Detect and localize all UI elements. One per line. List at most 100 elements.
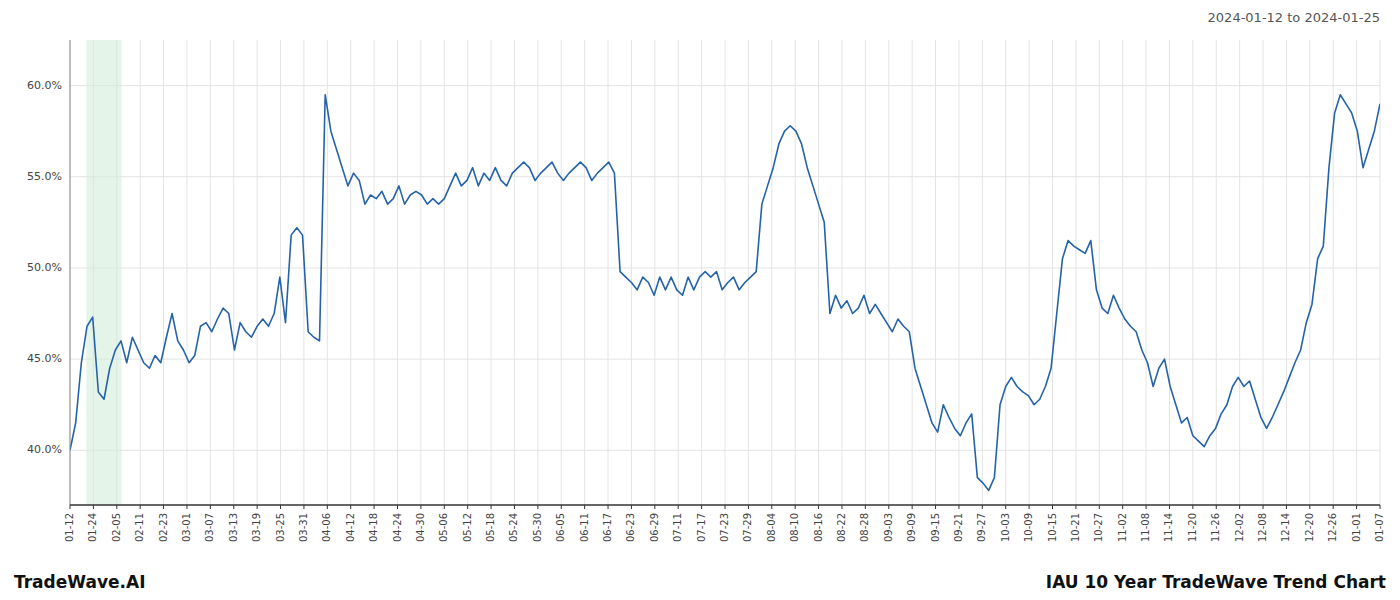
x-tick — [327, 505, 328, 509]
chart-svg: 40.0%45.0%50.0%55.0%60.0%01-1201-2402-05… — [0, 0, 1400, 600]
x-grid-line — [935, 40, 936, 505]
x-tick — [982, 505, 983, 509]
x-tick — [303, 505, 304, 509]
x-tick — [841, 505, 842, 509]
x-tick — [1052, 505, 1053, 509]
x-tick-label: 03-13 — [228, 513, 239, 542]
x-tick-label: 05-12 — [462, 513, 473, 542]
x-tick — [280, 505, 281, 509]
x-grid-line — [1333, 40, 1334, 505]
x-tick-label: 06-11 — [579, 513, 590, 542]
x-tick-label: 07-29 — [742, 513, 753, 542]
x-tick — [257, 505, 258, 509]
x-tick — [1333, 505, 1334, 509]
x-tick-label: 03-31 — [298, 513, 309, 542]
x-tick-label: 12-20 — [1304, 513, 1315, 542]
x-tick — [397, 505, 398, 509]
x-grid-line — [795, 40, 796, 505]
x-tick — [771, 505, 772, 509]
annotation: TradeWave.AI — [14, 572, 145, 592]
x-tick — [1356, 505, 1357, 509]
x-tick — [701, 505, 702, 509]
x-tick-label: 12-02 — [1234, 513, 1245, 542]
x-grid-line — [631, 40, 632, 505]
x-tick-label: 09-15 — [930, 513, 941, 542]
x-grid-line — [865, 40, 866, 505]
x-tick — [958, 505, 959, 509]
x-grid-line — [818, 40, 819, 505]
x-tick-label: 04-06 — [321, 513, 332, 542]
x-tick — [163, 505, 164, 509]
x-grid-line — [678, 40, 679, 505]
x-tick — [1005, 505, 1006, 509]
x-tick-label: 08-28 — [859, 513, 870, 542]
x-tick-label: 11-14 — [1163, 513, 1174, 542]
chart-container: 40.0%45.0%50.0%55.0%60.0%01-1201-2402-05… — [0, 0, 1400, 600]
x-tick — [1075, 505, 1076, 509]
x-tick — [748, 505, 749, 509]
x-tick — [678, 505, 679, 509]
x-tick-label: 09-09 — [906, 513, 917, 542]
y-tick-label: 60.0% — [27, 79, 62, 92]
x-grid-line — [140, 40, 141, 505]
x-tick-label: 01-24 — [87, 513, 98, 542]
x-tick — [467, 505, 468, 509]
x-tick-label: 11-02 — [1117, 513, 1128, 542]
x-tick-label: 12-26 — [1327, 513, 1338, 542]
x-grid-line — [1286, 40, 1287, 505]
x-tick-label: 06-23 — [625, 513, 636, 542]
x-tick-label: 08-10 — [789, 513, 800, 542]
x-tick-label: 05-24 — [508, 513, 519, 542]
x-tick — [631, 505, 632, 509]
x-grid-line — [1169, 40, 1170, 505]
x-tick-label: 10-09 — [1023, 513, 1034, 542]
x-grid-line — [70, 40, 71, 505]
x-tick-label: 01-01 — [1351, 513, 1362, 542]
x-grid-line — [701, 40, 702, 505]
y-tick-label: 50.0% — [27, 261, 62, 274]
x-grid-line — [374, 40, 375, 505]
x-tick — [537, 505, 538, 509]
x-grid-line — [280, 40, 281, 505]
x-tick — [350, 505, 351, 509]
x-grid-line — [1380, 40, 1381, 505]
x-tick-label: 03-07 — [204, 513, 215, 542]
x-tick-label: 12-14 — [1280, 513, 1291, 542]
x-grid-line — [1146, 40, 1147, 505]
x-grid-line — [654, 40, 655, 505]
x-grid-line — [748, 40, 749, 505]
x-grid-line — [233, 40, 234, 505]
x-grid-line — [561, 40, 562, 505]
x-grid-line — [1263, 40, 1264, 505]
x-tick-label: 04-30 — [415, 513, 426, 542]
x-tick — [491, 505, 492, 509]
x-grid-line — [912, 40, 913, 505]
x-tick-label: 08-22 — [836, 513, 847, 542]
x-tick — [912, 505, 913, 509]
x-tick — [818, 505, 819, 509]
x-tick-label: 10-27 — [1093, 513, 1104, 542]
x-tick-label: 06-29 — [649, 513, 660, 542]
x-grid-line — [350, 40, 351, 505]
x-grid-line — [420, 40, 421, 505]
x-tick — [1169, 505, 1170, 509]
x-tick — [233, 505, 234, 509]
x-tick-label: 05-18 — [485, 513, 496, 542]
x-tick-label: 11-26 — [1210, 513, 1221, 542]
title: IAU 10 Year TradeWave Trend Chart — [1046, 572, 1386, 592]
x-grid-line — [1075, 40, 1076, 505]
x-tick-label: 07-11 — [672, 513, 683, 542]
y-tick-label: 55.0% — [27, 170, 62, 183]
x-tick-label: 10-15 — [1047, 513, 1058, 542]
x-tick — [1216, 505, 1217, 509]
x-tick — [888, 505, 889, 509]
x-tick — [444, 505, 445, 509]
y-tick-label: 40.0% — [27, 443, 62, 456]
x-tick-label: 05-06 — [438, 513, 449, 542]
x-grid-line — [444, 40, 445, 505]
x-tick — [865, 505, 866, 509]
x-grid-line — [514, 40, 515, 505]
subtitle: 2024-01-12 to 2024-01-25 — [1208, 10, 1380, 25]
x-tick-label: 07-23 — [719, 513, 730, 542]
x-tick-label: 04-24 — [392, 513, 403, 542]
